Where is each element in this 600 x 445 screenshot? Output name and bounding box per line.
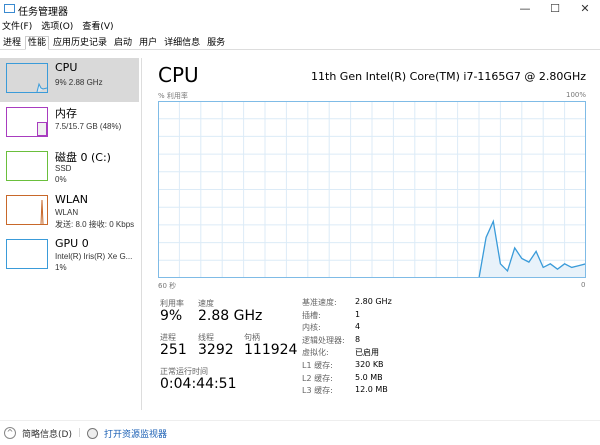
close-button[interactable]: ✕ [580, 2, 590, 15]
tab-bar: 进程 性能 应用历史记录 启动 用户 详细信息 服务 [0, 36, 600, 50]
spec-label: 内核: [302, 323, 321, 333]
uptime-value: 0:04:44:51 [160, 376, 237, 392]
uptime-label: 正常运行时间 [160, 367, 208, 376]
max-label: 100% [565, 91, 586, 99]
sidebar-item-gpu[interactable]: GPU 0 Intel(R) Iris(R) Xe G... 1% [0, 234, 139, 278]
processes-value: 251 [160, 342, 187, 358]
spec-label: L1 缓存: [302, 361, 333, 370]
cpu-thumbnail [6, 63, 48, 93]
sidebar-disk-type: SSD [55, 164, 72, 173]
spec-label: L3 缓存: [302, 386, 333, 396]
tab-app-history[interactable]: 应用历史记录 [53, 38, 108, 48]
wlan-thumbnail [6, 195, 48, 225]
sidebar-memory-detail: 7.5/15.7 GB (48%) [55, 122, 122, 131]
cpu-usage-graph [158, 101, 586, 278]
sidebar-item-disk[interactable]: 磁盘 0 (C:) SSD 0% [0, 146, 139, 190]
speed-label: 速度 [198, 299, 214, 308]
tab-performance[interactable]: 性能 [25, 36, 50, 50]
sidebar-memory-name: 内存 [55, 107, 77, 120]
util-value: 9% [160, 308, 183, 324]
resource-sidebar: CPU 9% 2.88 GHz 内存 7.5/15.7 GB (48%) 磁盘 … [0, 58, 142, 410]
sidebar-wlan-name: WLAN [55, 193, 89, 206]
title-bar: 任务管理器 — ☐ ✕ [0, 0, 600, 18]
sidebar-gpu-name: GPU 0 [55, 237, 89, 250]
util-axis-label: % 利用率 [158, 92, 188, 100]
threads-label: 线程 [198, 333, 214, 342]
spec-label: 虚拟化: [302, 348, 329, 358]
processes-label: 进程 [160, 333, 176, 342]
menu-options[interactable]: 选项(O) [41, 22, 74, 32]
handles-label: 句柄 [244, 333, 260, 342]
util-label: 利用率 [160, 299, 184, 308]
sidebar-item-memory[interactable]: 内存 7.5/15.7 GB (48%) [0, 102, 139, 146]
disk-thumbnail [6, 151, 48, 181]
maximize-button[interactable]: ☐ [550, 2, 560, 15]
fewer-details-button[interactable]: 简略信息(D) [22, 429, 72, 440]
usage-area [479, 221, 586, 278]
tab-users[interactable]: 用户 [139, 38, 158, 48]
spec-value: 5.0 MB [355, 372, 383, 382]
resource-monitor-icon [87, 427, 98, 439]
minimize-button[interactable]: — [519, 2, 531, 15]
spec-value: 12.0 MB [355, 385, 388, 395]
gpu-thumbnail [6, 239, 48, 269]
chevron-up-icon[interactable]: ^ [4, 427, 16, 439]
x-axis-right-label: 0 [581, 281, 586, 289]
spec-label: 基准速度: [302, 298, 337, 307]
task-manager-icon [4, 4, 15, 13]
speed-value: 2.88 GHz [198, 308, 263, 324]
handles-value: 111924 [244, 342, 298, 358]
sidebar-wlan-throughput: 发送: 8.0 接收: 0 Kbps [55, 220, 135, 229]
menu-file[interactable]: 文件(F) [2, 22, 33, 32]
sidebar-disk-name: 磁盘 0 (C:) [55, 151, 111, 164]
tab-details[interactable]: 详细信息 [164, 38, 201, 48]
menu-bar: 文件(F) 选项(O) 查看(V) [2, 19, 114, 32]
memory-thumbnail [6, 107, 48, 137]
page-title: CPU [158, 63, 199, 87]
x-axis-left-label: 60 秒 [158, 282, 177, 290]
usage-line [478, 219, 586, 278]
sidebar-item-cpu[interactable]: CPU 9% 2.88 GHz [0, 58, 139, 102]
spec-label: L2 缓存: [302, 373, 333, 383]
footer: ^ 简略信息(D) | 打开资源监视器 [0, 420, 600, 445]
sidebar-wlan-adapter: WLAN [55, 208, 79, 217]
spec-label: 插槽: [302, 310, 321, 320]
sidebar-gpu-model: Intel(R) Iris(R) Xe G... [55, 252, 133, 261]
sidebar-disk-usage: 0% [55, 175, 67, 184]
sidebar-cpu-detail: 9% 2.88 GHz [55, 78, 103, 87]
threads-value: 3292 [198, 342, 234, 358]
spec-value: 8 [355, 334, 361, 344]
sidebar-cpu-name: CPU [55, 61, 78, 74]
tab-processes[interactable]: 进程 [3, 38, 22, 48]
tab-startup[interactable]: 启动 [114, 38, 133, 48]
window-title: 任务管理器 [18, 7, 68, 18]
tab-services[interactable]: 服务 [207, 38, 226, 48]
spec-value: 已启用 [355, 348, 379, 358]
cpu-model: 11th Gen Intel(R) Core(TM) i7-1165G7 @ 2… [311, 70, 586, 83]
open-resource-monitor-link[interactable]: 打开资源监视器 [104, 429, 168, 440]
spec-value: 1 [355, 309, 361, 319]
sidebar-gpu-usage: 1% [55, 263, 67, 272]
graph-border [158, 101, 586, 278]
spec-value: 4 [355, 322, 361, 332]
spec-value: 2.80 GHz [355, 297, 392, 306]
divider: | [77, 428, 81, 438]
spec-value: 320 KB [355, 360, 384, 369]
sidebar-item-wlan[interactable]: WLAN WLAN 发送: 8.0 接收: 0 Kbps [0, 190, 139, 234]
spec-label: 逻辑处理器: [302, 335, 345, 345]
menu-view[interactable]: 查看(V) [82, 22, 114, 32]
